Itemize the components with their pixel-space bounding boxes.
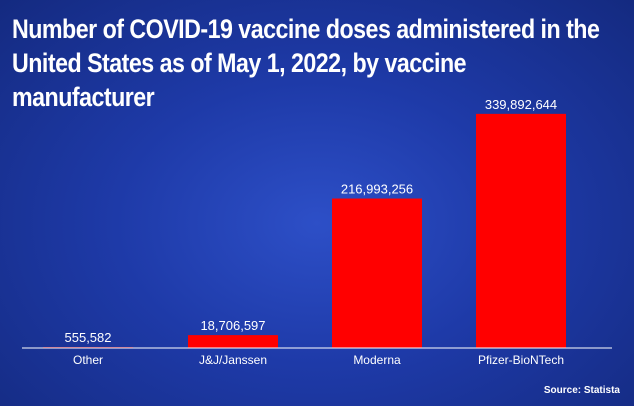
value-labels-group: 555,582 18,706,597 216,993,256 339,892,644 [65, 97, 558, 345]
bar-j-j-janssen [188, 335, 278, 348]
tick-label: Moderna [353, 353, 401, 367]
tick-label: Other [73, 353, 103, 367]
bars-group [43, 113, 566, 348]
bar-moderna [332, 198, 422, 348]
tick-labels-group: Other J&J/Janssen Moderna Pfizer-BioNTech [73, 353, 564, 367]
value-label: 216,993,256 [341, 182, 413, 197]
chart-title: Number of COVID-19 vaccine doses adminis… [12, 14, 600, 112]
value-label: 339,892,644 [485, 97, 557, 112]
value-label: 18,706,597 [200, 318, 265, 333]
tick-label: J&J/Janssen [199, 353, 267, 367]
tick-label: Pfizer-BioNTech [478, 353, 564, 367]
bar-pfizer-biontech [476, 113, 566, 348]
value-label: 555,582 [65, 330, 112, 345]
source-note: Source: Statista [543, 385, 620, 396]
